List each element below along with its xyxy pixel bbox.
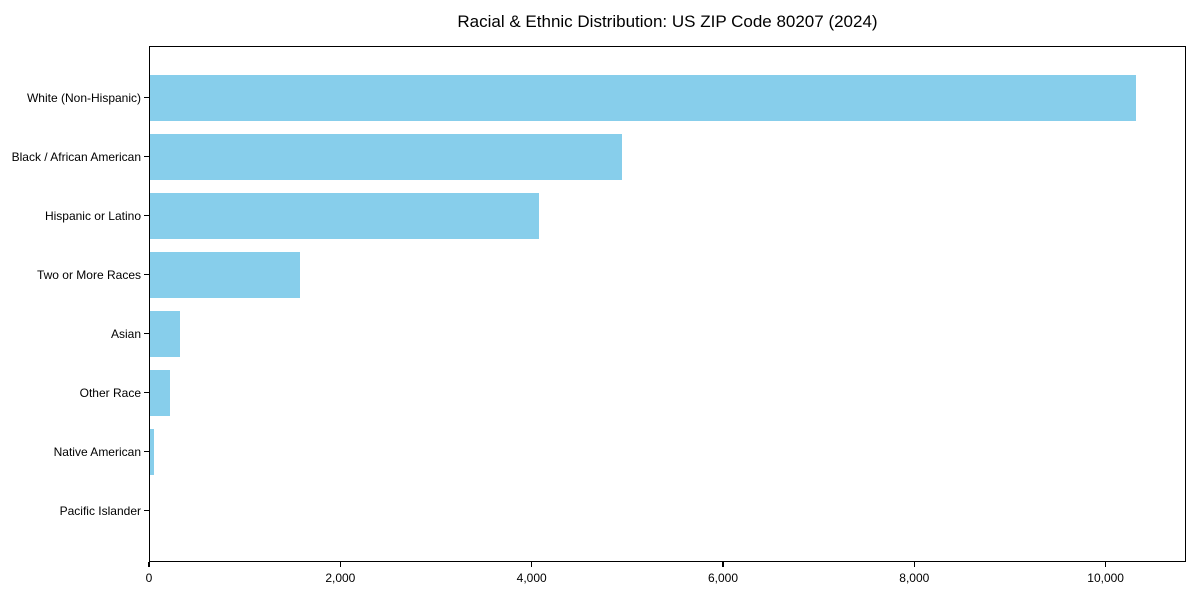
x-tick-mark — [148, 562, 150, 567]
x-tick-label: 6,000 — [707, 571, 738, 585]
x-tick-label: 10,000 — [1087, 571, 1124, 585]
bar — [149, 251, 301, 298]
bar — [149, 74, 1137, 121]
y-tick-label: Asian — [110, 326, 141, 341]
bar — [149, 133, 622, 180]
x-tick-label: 2,000 — [325, 571, 356, 585]
y-tick-mark — [144, 450, 149, 453]
y-tick-mark — [144, 96, 149, 99]
y-tick-mark — [144, 273, 149, 276]
y-tick-label: Two or More Races — [36, 267, 141, 282]
chart-title: Racial & Ethnic Distribution: US ZIP Cod… — [457, 12, 878, 31]
y-tick-label: Other Race — [79, 385, 141, 400]
x-tick-mark — [913, 562, 916, 567]
x-tick-label: 8,000 — [899, 571, 930, 585]
bar — [149, 192, 540, 239]
y-tick-label: Pacific Islander — [59, 503, 141, 518]
x-tick-mark — [1104, 562, 1107, 567]
y-tick-mark — [144, 332, 149, 335]
y-tick-label: Native American — [53, 444, 141, 459]
y-tick-mark — [144, 509, 149, 512]
y-tick-mark — [144, 155, 149, 158]
y-tick-label: Hispanic or Latino — [44, 208, 141, 223]
y-tick-mark — [144, 391, 149, 394]
y-tick-label: White (Non-Hispanic) — [26, 90, 141, 105]
x-tick-label: 4,000 — [516, 571, 547, 585]
x-tick-mark — [530, 562, 533, 567]
bar — [149, 369, 171, 416]
bar — [149, 428, 154, 475]
x-tick-mark — [339, 562, 342, 567]
x-tick-label: 0 — [145, 571, 153, 585]
y-tick-label: Black / African American — [11, 149, 141, 164]
x-tick-mark — [722, 562, 724, 567]
y-tick-mark — [144, 214, 149, 217]
plot-area — [149, 46, 1186, 562]
bar — [149, 310, 180, 357]
